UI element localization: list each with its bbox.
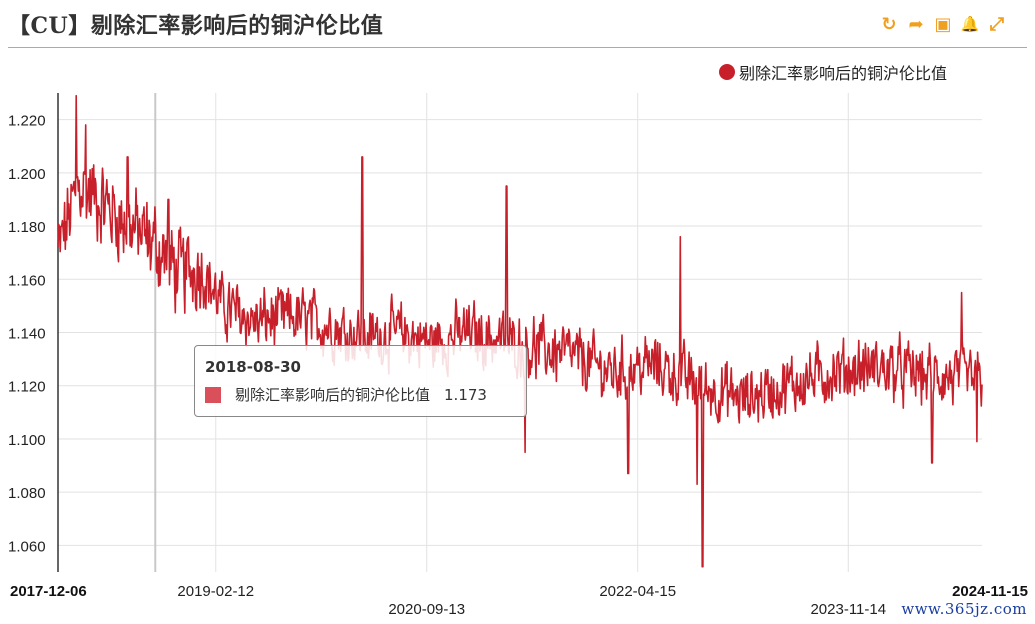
chart-tooltip: 2018-08-30 剔除汇率影响后的铜沪伦比值 1.173 (194, 345, 527, 417)
x-tick-label: 2022-04-15 (599, 583, 676, 600)
legend-marker-icon (718, 64, 735, 80)
y-tick-label: 1.180 (8, 219, 46, 236)
tooltip-series-swatch (205, 386, 221, 403)
chart-toolbar: ↻ ➦ ▣ 🔔 ⤢ (879, 13, 1007, 35)
refresh-icon[interactable]: ↻ (881, 13, 897, 35)
y-tick-label: 1.200 (8, 166, 46, 183)
y-tick-label: 1.140 (8, 326, 46, 343)
tooltip-value: 1.173 (444, 385, 487, 404)
fullscreen-icon[interactable]: ⤢ (989, 13, 1005, 35)
y-tick-label: 1.060 (8, 538, 46, 555)
y-tick-label: 1.120 (8, 379, 46, 396)
y-tick-label: 1.220 (8, 113, 46, 130)
x-tick-label: 2024-11-15 (952, 583, 1028, 600)
y-tick-label: 1.100 (8, 432, 46, 449)
chart-legend[interactable]: 剔除汇率影响后的铜沪伦比值 (718, 60, 947, 84)
y-tick-label: 1.160 (8, 272, 46, 289)
tooltip-date: 2018-08-30 (205, 358, 301, 376)
watermark: www.365jz.com (901, 600, 1027, 618)
x-tick-label: 2017-12-06 (10, 583, 87, 600)
x-tick-label: 2019-02-12 (177, 583, 254, 600)
y-tick-label: 1.080 (8, 485, 46, 502)
save-image-icon[interactable]: ▣ (934, 13, 952, 35)
page-title: 【CU】剔除汇率影响后的铜沪伦比值 (8, 13, 384, 39)
tooltip-series-name: 剔除汇率影响后的铜沪伦比值 (235, 386, 431, 404)
x-tick-label: 2020-09-13 (388, 601, 465, 618)
alert-bell-icon[interactable]: 🔔 (960, 15, 980, 33)
legend-label: 剔除汇率影响后的铜沪伦比值 (738, 64, 947, 83)
x-tick-label: 2023-11-14 (810, 601, 886, 618)
title-divider (8, 47, 1027, 48)
series-line (57, 94, 983, 568)
share-icon[interactable]: ➦ (908, 13, 924, 35)
